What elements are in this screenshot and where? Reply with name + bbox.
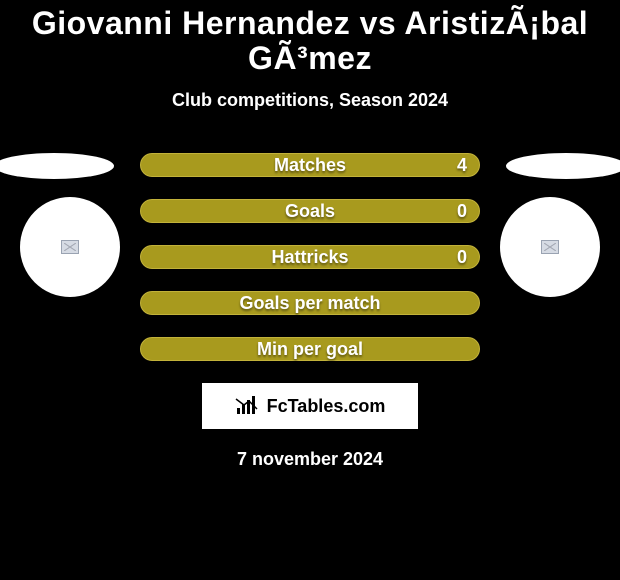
stats-rows: Matches4Goals0Hattricks0Goals per matchM… <box>140 153 480 361</box>
player-left-avatar <box>20 197 120 297</box>
page-title: Giovanni Hernandez vs AristizÃ¡bal GÃ³me… <box>0 0 620 76</box>
player-right-ellipse <box>506 153 620 179</box>
stat-row: Goals per match <box>140 291 480 315</box>
stat-row: Min per goal <box>140 337 480 361</box>
stat-value-right: 0 <box>457 247 467 268</box>
stat-value-right: 0 <box>457 201 467 222</box>
attribution-badge: FcTables.com <box>202 383 418 429</box>
player-right-avatar <box>500 197 600 297</box>
stat-label: Hattricks <box>141 247 479 268</box>
stat-label: Goals <box>141 201 479 222</box>
stat-row: Matches4 <box>140 153 480 177</box>
image-placeholder-icon <box>541 240 559 254</box>
stat-label: Min per goal <box>141 339 479 360</box>
stat-label: Goals per match <box>141 293 479 314</box>
stat-row: Hattricks0 <box>140 245 480 269</box>
page-subtitle: Club competitions, Season 2024 <box>0 90 620 111</box>
stat-label: Matches <box>141 155 479 176</box>
stat-row: Goals0 <box>140 199 480 223</box>
player-left-ellipse <box>0 153 114 179</box>
image-placeholder-icon <box>61 240 79 254</box>
chart-bars-icon <box>235 396 261 416</box>
footer-date: 7 november 2024 <box>0 449 620 470</box>
attribution-text: FcTables.com <box>267 396 386 417</box>
comparison-stage: Matches4Goals0Hattricks0Goals per matchM… <box>0 153 620 470</box>
stat-value-right: 4 <box>457 155 467 176</box>
